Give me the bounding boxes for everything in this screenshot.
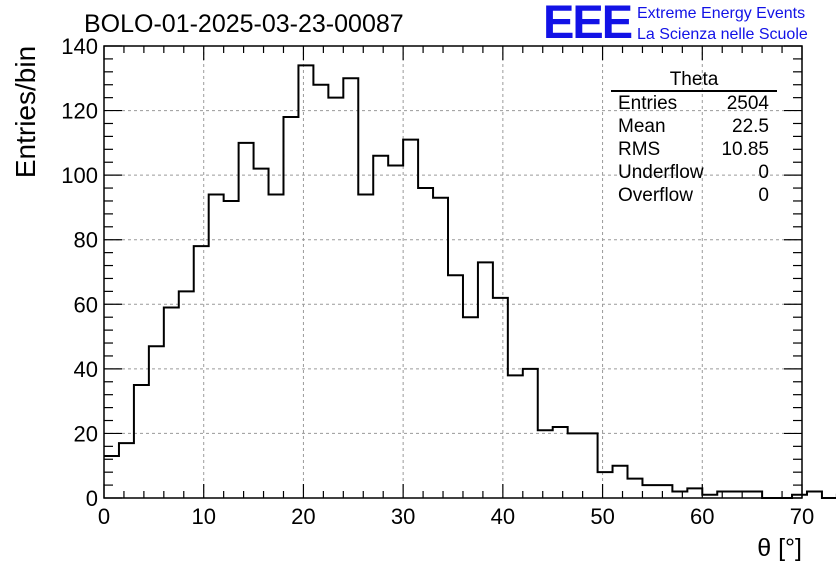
y-tick-label: 20: [74, 421, 98, 446]
histogram-bin: [508, 375, 523, 498]
histogram-bin: [358, 195, 373, 498]
x-tick-label: 60: [690, 504, 714, 529]
stats-label: Entries: [618, 93, 678, 114]
stats-row-rms: RMS 10.85: [611, 138, 777, 161]
histogram-bin: [672, 492, 687, 498]
stats-label: RMS: [618, 139, 661, 160]
histogram-bin: [343, 78, 358, 498]
x-tick-label: 70: [790, 504, 814, 529]
histogram-bin: [613, 466, 628, 498]
y-tick-label: 120: [61, 99, 98, 124]
histogram-bin: [224, 201, 239, 498]
x-axis-label: θ [°]: [757, 534, 802, 562]
histogram-bin: [568, 433, 583, 498]
histogram-bin: [269, 195, 284, 498]
histogram-bin: [313, 85, 328, 498]
histogram-bin: [134, 385, 149, 498]
histogram-bin: [298, 65, 313, 498]
logo-line-1: Extreme Energy Events: [637, 5, 806, 22]
histogram-bin: [493, 298, 508, 498]
histogram-bin: [179, 291, 194, 498]
histogram-bin: [792, 495, 807, 498]
histogram-bin: [433, 198, 448, 498]
logo-text: Extreme Energy Events La Scienza nelle S…: [637, 3, 808, 45]
stats-value: 22.5: [732, 116, 769, 137]
x-tick-label: 0: [98, 504, 110, 529]
stats-row-underflow: Underflow 0: [611, 161, 777, 184]
histogram-bin: [747, 492, 762, 498]
histogram-line: [104, 64, 836, 499]
histogram-bin: [403, 140, 418, 498]
x-tick-label: 50: [590, 504, 614, 529]
stats-value: 0: [758, 162, 769, 183]
histogram-bin: [687, 488, 702, 498]
stats-row-overflow: Overflow 0: [611, 184, 777, 207]
stats-row-entries: Entries 2504: [611, 92, 777, 115]
histogram-bin: [657, 485, 672, 498]
y-tick-label: 100: [61, 163, 98, 188]
y-axis-label-text: Entries/bin: [10, 45, 42, 179]
histogram-bin: [209, 195, 224, 498]
stats-label: Mean: [618, 116, 666, 137]
histogram-bin: [283, 117, 298, 498]
y-tick-label: 60: [74, 292, 98, 317]
histogram-bin: [194, 246, 209, 498]
x-tick-label: 20: [291, 504, 315, 529]
histogram-bin: [418, 188, 433, 498]
histogram-bin: [328, 98, 343, 498]
stats-value: 2504: [726, 93, 769, 114]
histogram-bin: [119, 443, 134, 498]
histogram-bin: [702, 495, 717, 498]
histogram-bin: [807, 492, 822, 498]
stats-rows: Entries 2504 Mean 22.5 RMS 10.85 Underflow 0…: [611, 92, 777, 207]
chart-title: BOLO-01-2025-03-23-00087: [84, 10, 404, 38]
x-tick-label: 30: [391, 504, 415, 529]
histogram-bin: [717, 492, 732, 498]
stats-box: Theta Entries 2504 Mean 22.5 RMS 10.85 Unde…: [611, 70, 777, 207]
histogram-bin: [538, 430, 553, 498]
stats-title: Theta: [611, 70, 777, 92]
eee-logo: EEE: [543, 0, 633, 48]
histogram-bin: [598, 472, 613, 498]
histogram-bin: [553, 427, 568, 498]
histogram-bin: [732, 492, 747, 498]
histogram-bin: [463, 317, 478, 498]
histogram-bin: [164, 308, 179, 498]
stats-value: 10.85: [721, 139, 769, 160]
histogram-bin: [628, 479, 643, 498]
plot-frame: [103, 45, 803, 499]
histogram-bin: [642, 485, 657, 498]
stats-row-mean: Mean 22.5: [611, 115, 777, 138]
logo-line-2: La Scienza nelle Scuole: [637, 26, 808, 43]
histogram-bin: [448, 275, 463, 498]
histogram-bin: [583, 433, 598, 498]
y-tick-label: 0: [86, 486, 98, 511]
histogram-bin: [239, 143, 254, 498]
histogram-bin: [149, 346, 164, 498]
y-tick-label: 80: [74, 228, 98, 253]
stats-value: 0: [758, 185, 769, 206]
histogram-bin: [478, 262, 493, 498]
histogram-bin: [388, 165, 403, 498]
stats-label: Underflow: [618, 162, 704, 183]
y-tick-label: 40: [74, 357, 98, 382]
histogram-bin: [104, 456, 119, 498]
histogram-bin: [254, 169, 269, 498]
stats-label: Overflow: [618, 185, 693, 206]
y-tick-label: 140: [61, 34, 98, 59]
x-tick-label: 40: [491, 504, 515, 529]
x-tick-label: 10: [191, 504, 215, 529]
histogram-bin: [373, 156, 388, 498]
histogram-bin: [523, 369, 538, 498]
